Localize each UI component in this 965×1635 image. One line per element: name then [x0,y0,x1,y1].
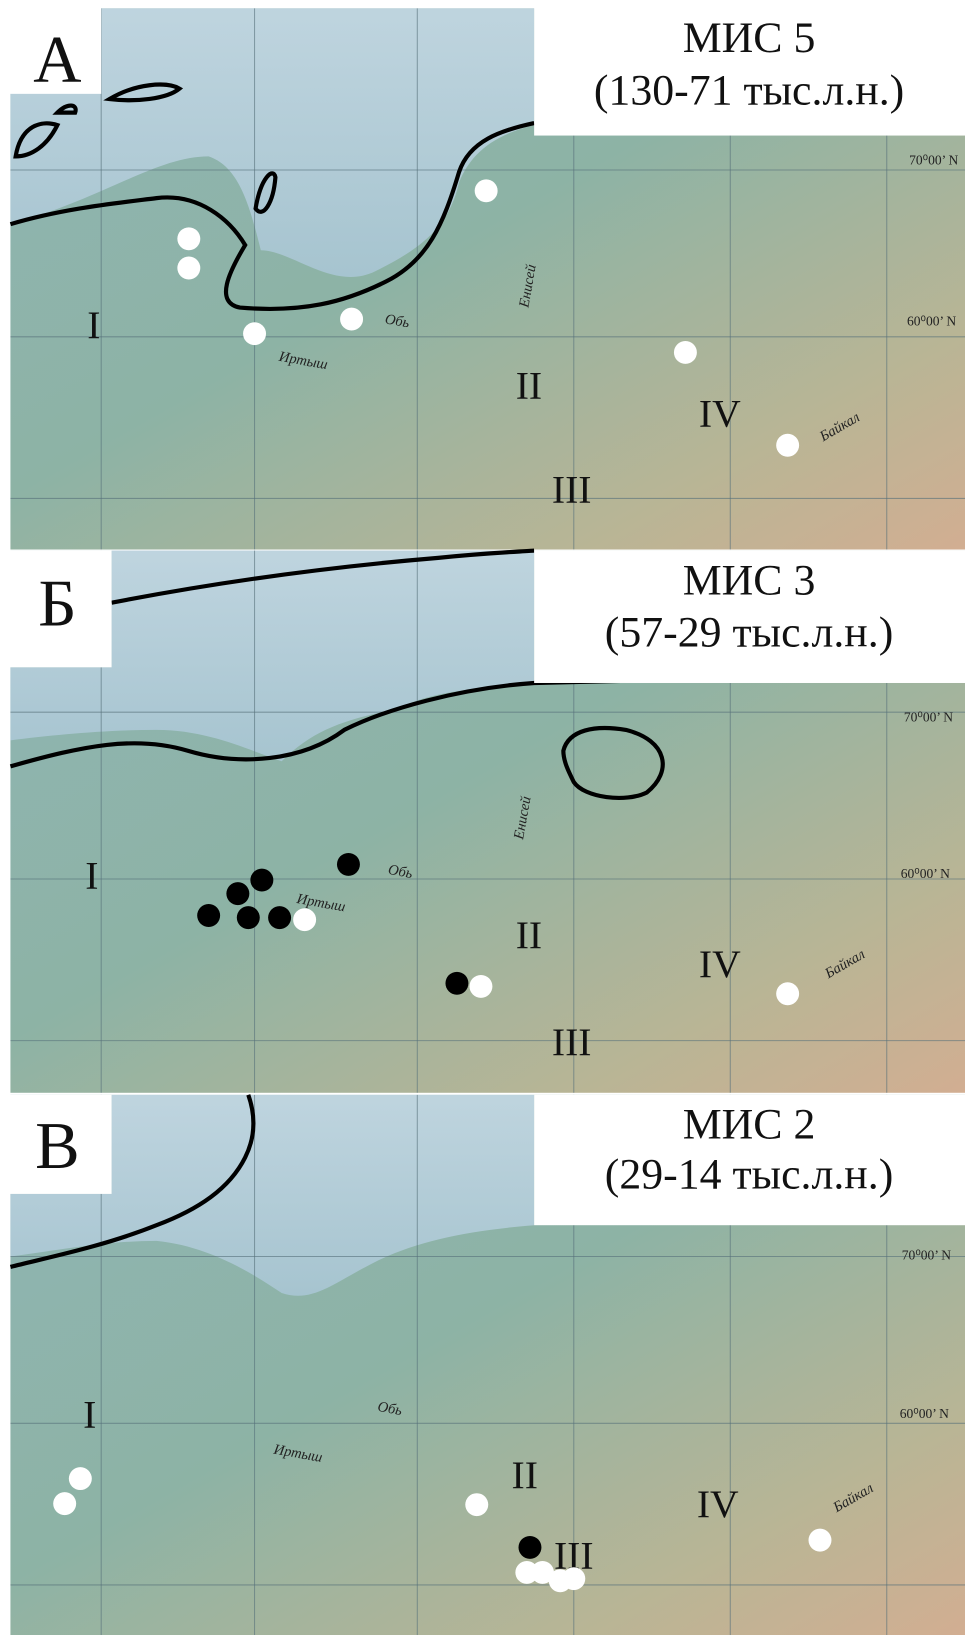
site-white [809,1529,832,1552]
site-white [293,908,316,931]
region-label: IV [699,942,741,986]
site-black [237,906,260,929]
latitude-label: 70⁰00’ N [904,710,953,725]
panel-letter: Б [38,568,76,641]
latitude-label: 60⁰00’ N [907,313,956,328]
panel-letter: В [35,1110,80,1183]
region-label: IV [697,1482,739,1526]
site-white [177,227,200,250]
region-label: III [552,1020,592,1064]
latitude-label: 60⁰00’ N [900,1406,949,1421]
region-label: III [552,468,592,512]
region-label: II [516,363,542,407]
site-white [340,308,363,331]
site-black [250,869,273,892]
panel-letter: А [33,23,81,96]
panel-title: МИС 3 [683,556,816,604]
site-black [268,906,291,929]
site-black [226,882,249,905]
site-white [776,982,799,1005]
region-label: II [516,913,542,957]
region-label: I [85,853,98,897]
panel-period: (130-71 тыс.л.н.) [594,66,904,114]
site-white [776,434,799,457]
latitude-label: 60⁰00’ N [901,866,950,881]
region-label: IV [699,391,741,435]
site-black [337,853,360,876]
region-label: II [512,1453,538,1497]
panel-title: МИС 5 [683,14,816,62]
site-white [53,1492,76,1515]
figure: А МИС 5(130-71 тыс.л.н.) 70⁰00’ N 60⁰00’ N I… [0,0,965,1635]
site-black [518,1536,541,1559]
site-white [469,975,492,998]
latitude-label: 70⁰00’ N [909,153,958,168]
map-panel: А МИС 5(130-71 тыс.л.н.) 70⁰00’ N 60⁰00’ N I… [0,0,965,550]
site-white [177,257,200,280]
site-white [562,1567,585,1590]
latitude-label: 70⁰00’ N [902,1248,951,1263]
panel-period: (57-29 тыс.л.н.) [605,609,894,657]
site-black [197,904,220,927]
region-label: I [87,303,100,347]
site-black [445,972,468,995]
site-white [243,322,266,345]
panel-period: (29-14 тыс.л.н.) [605,1151,894,1199]
site-white [674,341,697,364]
region-label: I [83,1393,96,1437]
site-white [69,1467,92,1490]
panel-title: МИС 2 [683,1101,816,1149]
site-white [475,179,498,202]
site-white [465,1493,488,1516]
